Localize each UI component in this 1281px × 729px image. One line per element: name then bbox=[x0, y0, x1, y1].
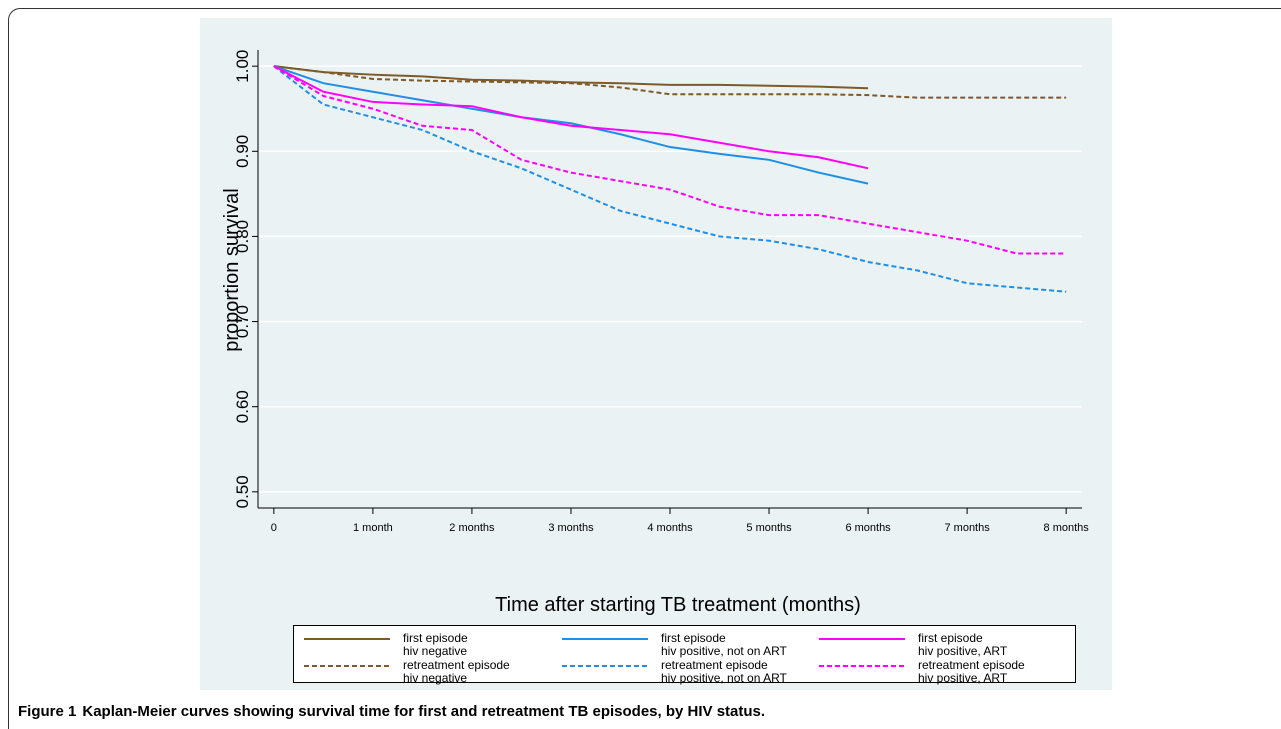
x-tick-label: 5 months bbox=[746, 522, 792, 534]
x-tick-label: 3 months bbox=[548, 522, 594, 534]
caption: Figure 1 Kaplan-Meier curves showing surv… bbox=[18, 703, 771, 720]
legend-label: retreatment episode hiv positive, ART bbox=[918, 658, 1025, 685]
series-line bbox=[273, 65, 869, 185]
legend-swatch bbox=[562, 665, 648, 667]
legend-label: retreatment episode hiv positive, not on… bbox=[661, 658, 787, 685]
plot-panel bbox=[200, 18, 1112, 690]
y-tick-label: 0.60 bbox=[233, 390, 252, 423]
series-line bbox=[273, 65, 1067, 293]
y-axis-title: proportion survival bbox=[221, 188, 243, 351]
x-tick-label: 7 months bbox=[944, 522, 990, 534]
y-tick-label: 0.70 bbox=[233, 305, 252, 338]
y-tick-label: 0.80 bbox=[233, 220, 252, 253]
legend-swatch bbox=[819, 665, 905, 667]
x-tick-label: 1 month bbox=[353, 522, 393, 534]
legend-swatch bbox=[304, 638, 390, 640]
legend-label: first episode hiv positive, ART bbox=[918, 631, 1008, 658]
x-tick-label: 4 months bbox=[647, 522, 693, 534]
y-tick-label: 1.00 bbox=[233, 50, 252, 83]
legend-label: first episode hiv negative bbox=[403, 631, 468, 658]
legend-label: first episode hiv positive, not on ART bbox=[661, 631, 787, 658]
y-tick-label: 0.90 bbox=[233, 135, 252, 168]
x-tick-label: 2 months bbox=[449, 522, 495, 534]
legend-swatch bbox=[562, 638, 648, 640]
legend: first episode hiv negative retreatment ep… bbox=[293, 625, 1076, 685]
y-tick-label: 0.50 bbox=[233, 475, 252, 508]
series-line bbox=[273, 65, 1067, 255]
legend-swatch bbox=[819, 638, 905, 640]
x-tick-label: 6 months bbox=[845, 522, 891, 534]
x-tick-label: 0 bbox=[271, 522, 277, 534]
legend-swatch bbox=[304, 665, 390, 667]
series-line bbox=[273, 65, 1067, 99]
figure-frame bbox=[8, 8, 1281, 729]
legend-label: retreatment episode hiv negative bbox=[403, 658, 510, 685]
series-line bbox=[273, 65, 869, 170]
caption-label: Figure 1 bbox=[18, 703, 77, 720]
x-axis-title: Time after starting TB treatment (months… bbox=[495, 594, 861, 616]
x-tick-label: 8 months bbox=[1044, 522, 1090, 534]
caption-text: Kaplan-Meier curves showing survival tim… bbox=[82, 703, 766, 720]
